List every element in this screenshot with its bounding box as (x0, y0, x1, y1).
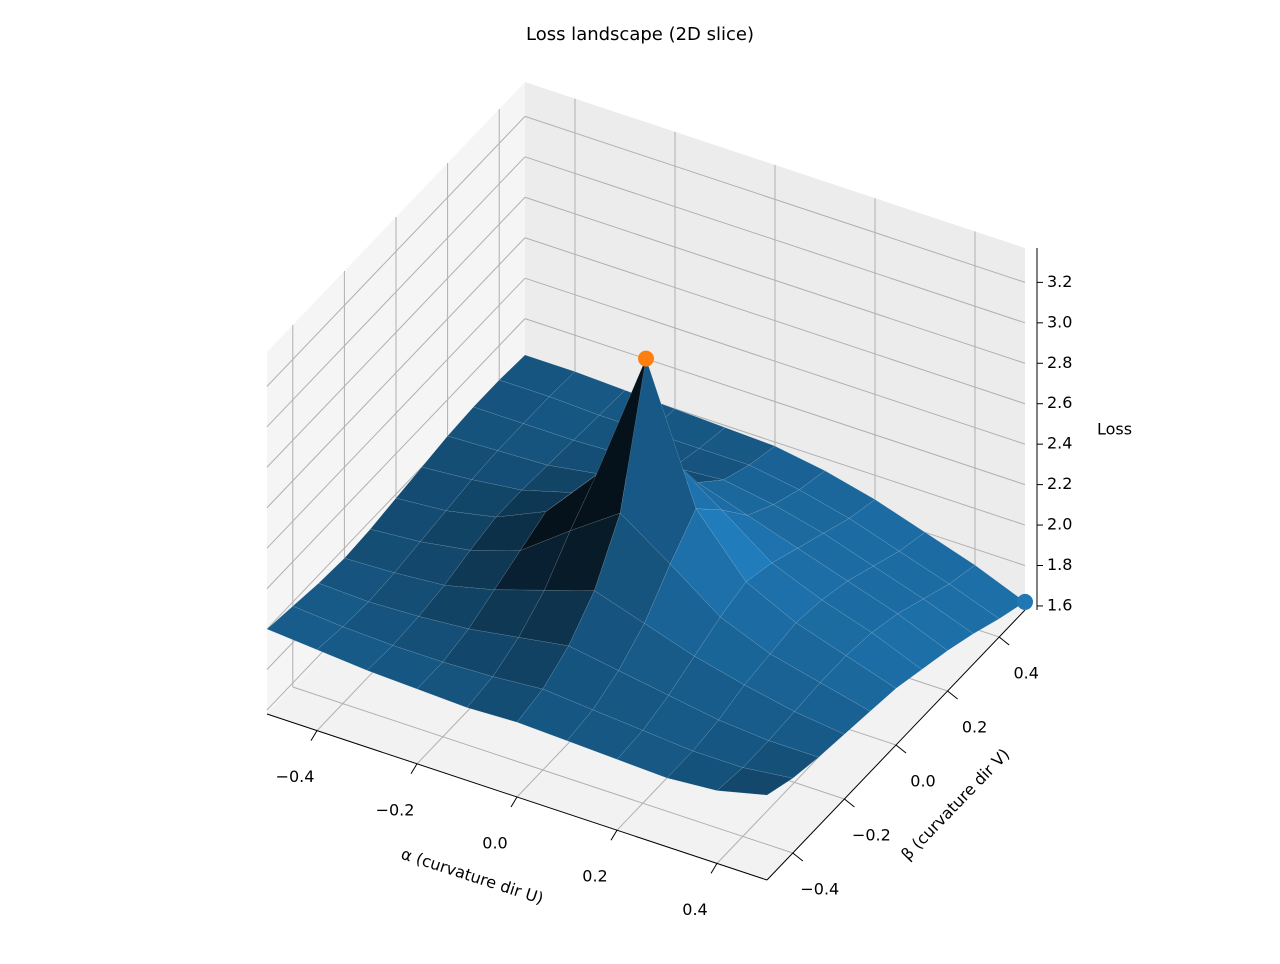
y-tick-label: 0.2 (962, 718, 987, 737)
x-tick (610, 829, 618, 841)
grid-line (292, 686, 793, 854)
z-tick-label: 2.6 (1047, 393, 1072, 412)
grid-line (266, 156, 526, 428)
grid-line (266, 277, 526, 549)
z-tick-label: 2.0 (1047, 515, 1072, 534)
z-tick-label: 1.8 (1047, 555, 1072, 574)
x-tick (510, 796, 518, 808)
z-tick-label: 2.8 (1047, 353, 1072, 372)
y-tick-label: 0.0 (910, 772, 935, 791)
x-tick-label: −0.2 (376, 800, 415, 819)
x-tick (410, 763, 418, 775)
x-tick-label: 0.4 (682, 900, 707, 919)
z-tick-label: 2.2 (1047, 474, 1072, 493)
y-tick (998, 636, 1010, 646)
x-tick (310, 730, 318, 741)
y-tick-label: 0.4 (1013, 664, 1038, 683)
grid-line (524, 196, 1026, 364)
chart-title: Loss landscape (2D slice) (526, 24, 754, 45)
y-tick (844, 798, 855, 808)
grid-line (524, 115, 1026, 283)
x-axis-label: α (curvature dir U) (399, 844, 546, 908)
y-axis-label: β (curvature dir V) (897, 745, 1013, 864)
grid-line (524, 318, 1026, 486)
surface-patch (716, 767, 794, 796)
point (638, 350, 654, 367)
y-tick-label: −0.2 (852, 826, 891, 845)
grid-line (266, 318, 526, 589)
y-tick (792, 852, 804, 862)
point (1017, 593, 1033, 610)
x-tick-label: 0.2 (582, 867, 607, 886)
z-tick-label: 3.2 (1047, 272, 1072, 291)
z-axis-label: Loss (1097, 420, 1132, 439)
grid-line (266, 116, 526, 387)
y-tick (947, 690, 958, 700)
grid-line (524, 277, 1026, 445)
x-tick-label: 0.0 (482, 834, 507, 853)
z-tick-label: 3.0 (1047, 312, 1072, 331)
x-tick-label: −0.4 (276, 767, 315, 786)
grid-line (266, 237, 526, 509)
y-tick-label: −0.4 (800, 880, 839, 899)
z-tick-label: 1.6 (1047, 595, 1072, 614)
grid-line (266, 196, 526, 468)
x-tick (710, 863, 718, 874)
grid-line (524, 237, 1026, 405)
y-tick (895, 744, 907, 754)
grid-line (524, 156, 1026, 324)
z-tick-label: 2.4 (1047, 434, 1072, 453)
